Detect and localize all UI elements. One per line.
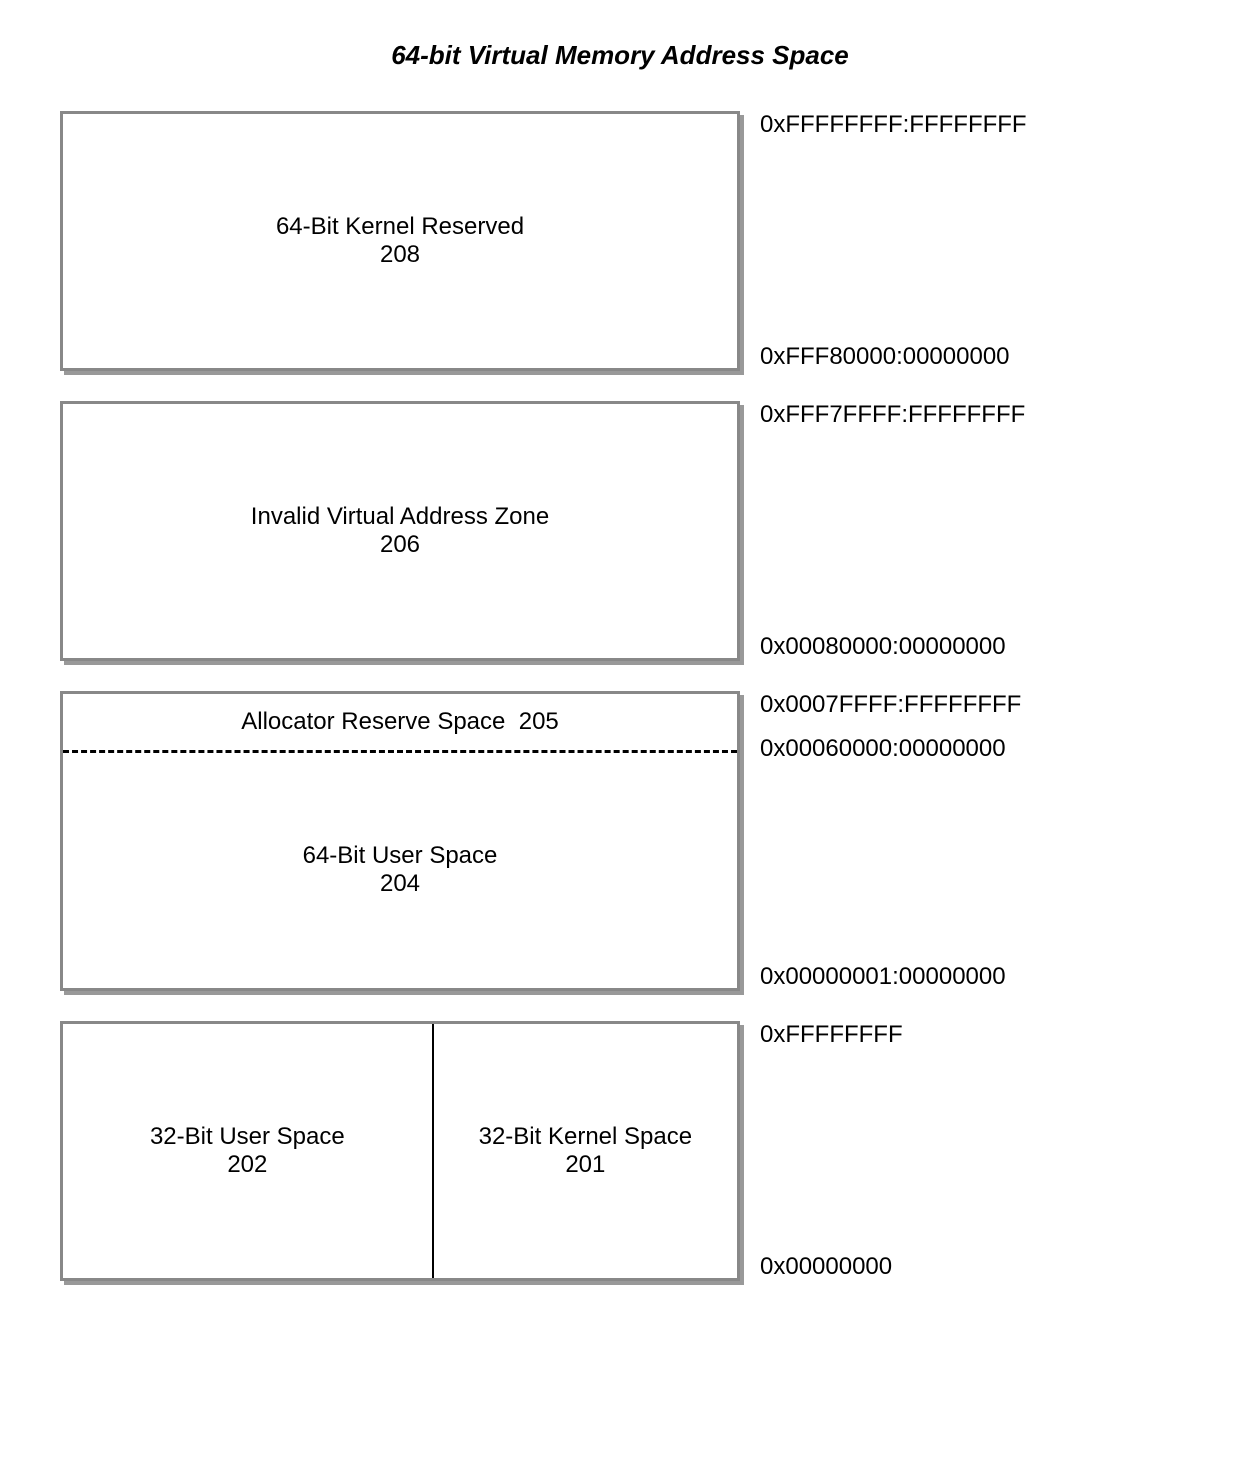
kernel32-ref: 201	[565, 1151, 605, 1179]
block-invalid-box: Invalid Virtual Address Zone 206	[60, 401, 740, 661]
user64-addr-mid: 0x00060000:00000000	[760, 735, 1006, 763]
kernel64-label: 64-Bit Kernel Reserved	[276, 213, 524, 241]
block-space32: 32-Bit User Space 202 32-Bit Kernel Spac…	[60, 1021, 740, 1281]
invalid-addrs: 0xFFF7FFFF:FFFFFFFF 0x00080000:00000000	[740, 401, 1025, 661]
user64-label: 64-Bit User Space	[303, 842, 498, 870]
allocator-ref: 205	[519, 708, 559, 735]
invalid-addr-top: 0xFFF7FFFF:FFFFFFFF	[760, 401, 1025, 429]
row-kernel64: 64-Bit Kernel Reserved 208 0xFFFFFFFF:FF…	[60, 111, 1180, 371]
row-user64: Allocator Reserve Space 205 64-Bit User …	[60, 691, 1180, 991]
invalid-label: Invalid Virtual Address Zone	[251, 503, 549, 531]
kernel64-addrs: 0xFFFFFFFF:FFFFFFFF 0xFFF80000:00000000	[740, 111, 1027, 371]
row-space32: 32-Bit User Space 202 32-Bit Kernel Spac…	[60, 1021, 1180, 1281]
kernel32-region: 32-Bit Kernel Space 201	[434, 1024, 737, 1278]
space32-addr-bot: 0x00000000	[760, 1253, 892, 1281]
block-user64-box: Allocator Reserve Space 205 64-Bit User …	[60, 691, 740, 991]
allocator-label: Allocator Reserve Space 205	[241, 708, 559, 736]
space32-addr-top: 0xFFFFFFFF	[760, 1021, 903, 1049]
block-kernel64-box: 64-Bit Kernel Reserved 208	[60, 111, 740, 371]
user32-ref: 202	[227, 1151, 267, 1179]
invalid-ref: 206	[380, 531, 420, 559]
kernel64-addr-bot: 0xFFF80000:00000000	[760, 343, 1010, 371]
block-space32-box: 32-Bit User Space 202 32-Bit Kernel Spac…	[60, 1021, 740, 1281]
user64-ref: 204	[380, 870, 420, 898]
row-invalid: Invalid Virtual Address Zone 206 0xFFF7F…	[60, 401, 1180, 661]
user32-label: 32-Bit User Space	[150, 1123, 345, 1151]
diagram-title: 64-bit Virtual Memory Address Space	[60, 40, 1180, 71]
user64-addr-bot: 0x00000001:00000000	[760, 963, 1006, 991]
kernel64-ref: 208	[380, 241, 420, 269]
space32-addrs: 0xFFFFFFFF 0x00000000	[740, 1021, 903, 1281]
user64-region: 64-Bit User Space 204	[63, 753, 737, 988]
user32-region: 32-Bit User Space 202	[63, 1024, 434, 1278]
block-kernel64: 64-Bit Kernel Reserved 208	[60, 111, 740, 371]
kernel64-addr-top: 0xFFFFFFFF:FFFFFFFF	[760, 111, 1027, 139]
kernel32-label: 32-Bit Kernel Space	[479, 1123, 692, 1151]
allocator-label-text: Allocator Reserve Space	[241, 708, 505, 735]
user64-addr-top: 0x0007FFFF:FFFFFFFF	[760, 691, 1021, 719]
invalid-addr-bot: 0x00080000:00000000	[760, 633, 1006, 661]
block-invalid: Invalid Virtual Address Zone 206	[60, 401, 740, 661]
block-user64: Allocator Reserve Space 205 64-Bit User …	[60, 691, 740, 991]
allocator-region: Allocator Reserve Space 205	[63, 694, 737, 753]
